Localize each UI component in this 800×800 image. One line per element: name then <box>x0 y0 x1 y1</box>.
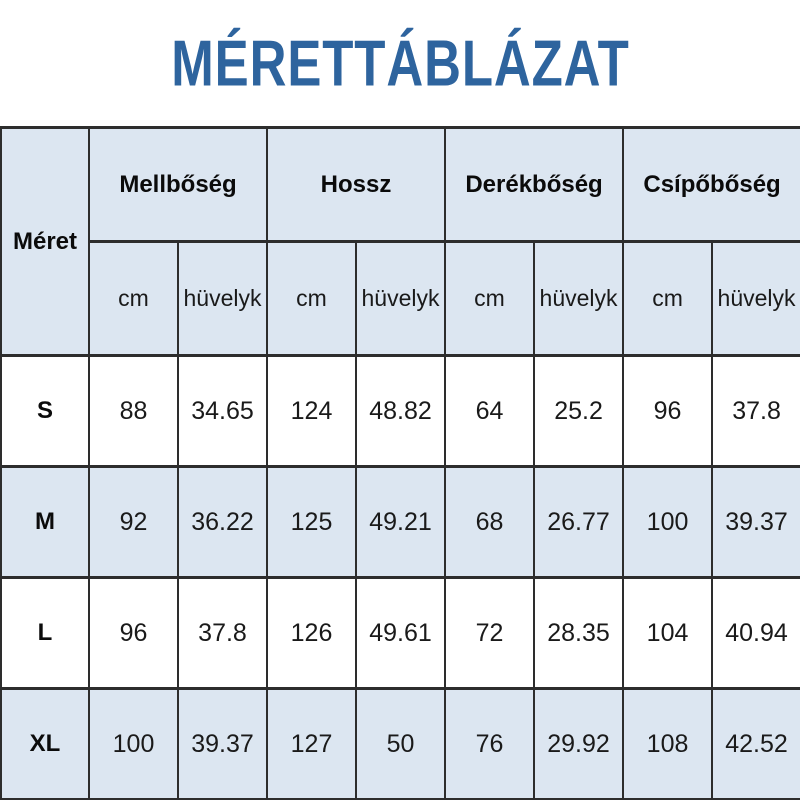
group-header-length: Hossz <box>266 126 447 243</box>
group-header-row: Méret Mellbőség Hossz Derékbőség Csípőbő… <box>0 126 800 357</box>
value-cell: 28.35 <box>533 576 625 690</box>
unit-header: cm <box>88 240 179 357</box>
value-cell: 100 <box>88 687 179 800</box>
value-cell: 68 <box>444 465 536 579</box>
value-cell: 37.8 <box>711 354 800 468</box>
value-cell: 50 <box>355 687 447 800</box>
value-cell: 25.2 <box>533 354 625 468</box>
size-label: M <box>0 465 90 579</box>
unit-header: cm <box>622 240 714 357</box>
unit-header-row: cm hüvelyk cm hüvelyk cm hüvelyk cm hüve… <box>1 240 800 357</box>
table-row-s: S 88 34.65 124 48.82 64 25.2 96 37.8 <box>0 354 800 468</box>
value-cell: 29.92 <box>533 687 625 800</box>
value-cell: 127 <box>266 687 358 800</box>
value-cell: 34.65 <box>176 354 269 468</box>
size-table: Méret Mellbőség Hossz Derékbőség Csípőbő… <box>0 126 800 800</box>
value-cell: 88 <box>88 354 179 468</box>
group-header-hip: Csípőbőség <box>622 126 800 243</box>
unit-header: hüvelyk <box>533 240 625 357</box>
value-cell: 36.22 <box>176 465 269 579</box>
value-cell: 37.8 <box>176 576 269 690</box>
table-row-m: M 92 36.22 125 49.21 68 26.77 100 39.37 <box>0 465 800 579</box>
value-cell: 108 <box>622 687 714 800</box>
value-cell: 72 <box>444 576 536 690</box>
size-label: XL <box>0 687 90 800</box>
title-area: MÉRETTÁBLÁZAT <box>0 0 800 126</box>
unit-header: cm <box>266 240 358 357</box>
size-label: S <box>0 354 90 468</box>
value-cell: 96 <box>88 576 179 690</box>
value-cell: 96 <box>622 354 714 468</box>
page-title: MÉRETTÁBLÁZAT <box>170 26 630 100</box>
table-row-l: L 96 37.8 126 49.61 72 28.35 104 40.94 <box>0 576 800 690</box>
value-cell: 124 <box>266 354 358 468</box>
value-cell: 49.61 <box>355 576 447 690</box>
value-cell: 40.94 <box>711 576 800 690</box>
unit-header: hüvelyk <box>355 240 447 357</box>
unit-header: hüvelyk <box>711 240 800 357</box>
value-cell: 126 <box>266 576 358 690</box>
value-cell: 39.37 <box>176 687 269 800</box>
value-cell: 49.21 <box>355 465 447 579</box>
size-label: L <box>0 576 90 690</box>
value-cell: 26.77 <box>533 465 625 579</box>
group-header-waist: Derékbőség <box>444 126 625 243</box>
value-cell: 39.37 <box>711 465 800 579</box>
unit-header: cm <box>444 240 536 357</box>
value-cell: 100 <box>622 465 714 579</box>
value-cell: 42.52 <box>711 687 800 800</box>
corner-header-meret: Méret <box>0 126 90 357</box>
value-cell: 92 <box>88 465 179 579</box>
group-header-bust: Mellbőség <box>87 126 269 243</box>
unit-header: hüvelyk <box>176 240 269 357</box>
table-row-xl: XL 100 39.37 127 50 76 29.92 108 42.52 <box>0 687 800 800</box>
value-cell: 104 <box>622 576 714 690</box>
value-cell: 48.82 <box>355 354 447 468</box>
value-cell: 76 <box>444 687 536 800</box>
value-cell: 64 <box>444 354 536 468</box>
value-cell: 125 <box>266 465 358 579</box>
